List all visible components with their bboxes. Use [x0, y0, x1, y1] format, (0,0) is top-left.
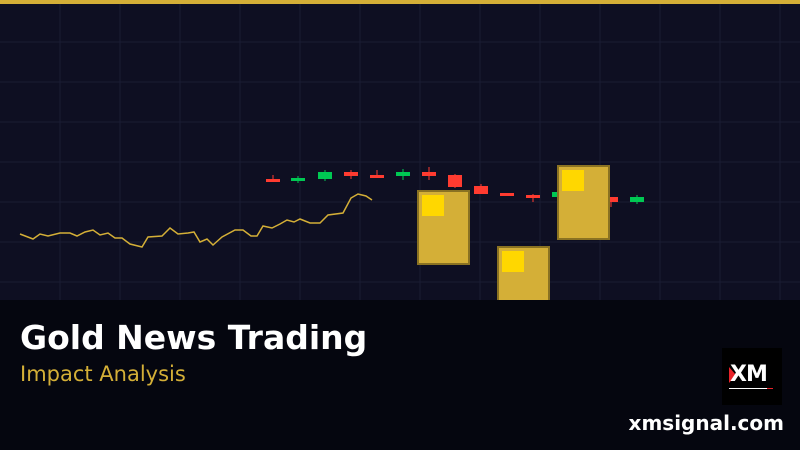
banner-subtitle: Impact Analysis [20, 362, 186, 386]
logo-underline-accent [767, 388, 773, 389]
xm-logo: XM [722, 348, 782, 405]
logo-underline [729, 388, 767, 389]
candle-body [370, 175, 384, 178]
candle-body [500, 193, 514, 196]
logo-triangle-icon [729, 367, 736, 383]
chart-illustration [0, 4, 800, 300]
candle-body [266, 179, 280, 182]
website-url: xmsignal.com [628, 411, 784, 435]
candle-body [474, 186, 488, 194]
candle-body [448, 175, 462, 187]
banner-title: Gold News Trading [20, 318, 368, 357]
top-accent-bar [0, 0, 800, 4]
gold-bar-highlight [562, 170, 584, 191]
logo-text: XM [730, 362, 768, 387]
gold-bar-highlight [502, 251, 524, 272]
candle-body [318, 172, 332, 179]
candle-body [422, 172, 436, 176]
gold-bar-highlight [422, 195, 444, 216]
candle-body [291, 178, 305, 181]
candle-body [344, 172, 358, 176]
candle-body [396, 172, 410, 176]
chart-graphic [0, 4, 800, 300]
candle-body [604, 197, 618, 202]
candle-body [526, 195, 540, 198]
candle-body [630, 197, 644, 202]
price-line [19, 193, 373, 248]
